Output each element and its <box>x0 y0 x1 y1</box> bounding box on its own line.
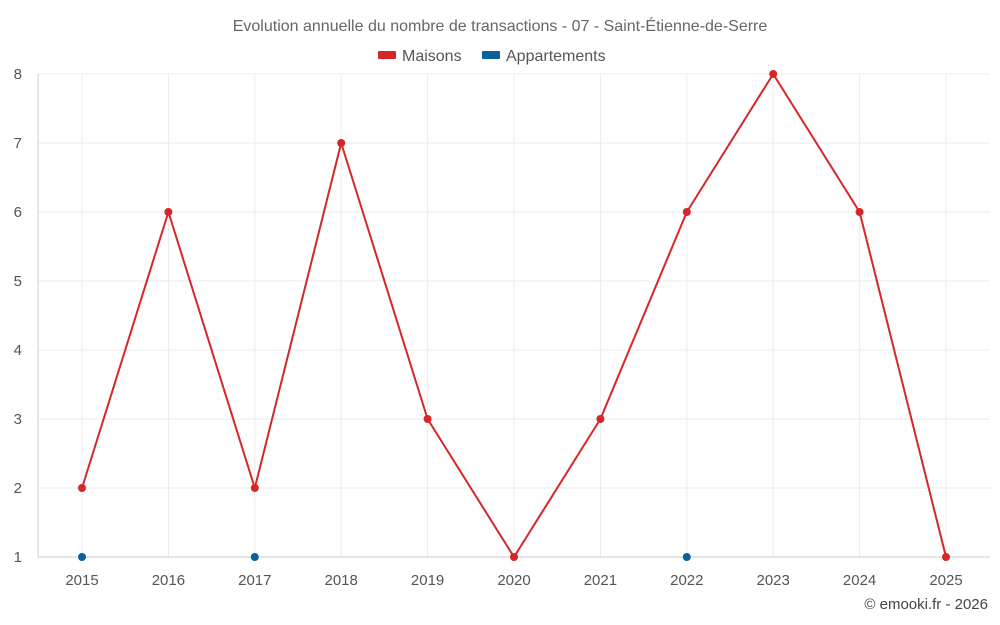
y-tick-label: 1 <box>14 549 22 566</box>
series-appartements <box>78 553 691 561</box>
x-tick-label: 2015 <box>65 572 98 589</box>
y-tick-label: 8 <box>14 66 22 83</box>
chart-title: Evolution annuelle du nombre de transact… <box>233 16 768 35</box>
x-tick-label: 2019 <box>411 572 444 589</box>
x-axis-ticks: 2015 2016 2017 2018 2019 2020 2021 2022 2023 2024… <box>65 572 962 589</box>
x-tick-label: 2022 <box>670 572 703 589</box>
data-point[interactable] <box>510 553 518 561</box>
x-tick-label: 2024 <box>843 572 876 589</box>
x-tick-label: 2018 <box>325 572 358 589</box>
series-maisons <box>78 70 950 561</box>
data-point[interactable] <box>769 70 778 78</box>
x-tick-label: 2021 <box>584 572 617 589</box>
data-point[interactable] <box>250 553 259 561</box>
y-tick-label: 5 <box>14 273 22 290</box>
data-point[interactable] <box>250 484 259 492</box>
x-tick-label: 2017 <box>238 572 271 589</box>
legend-swatch-appartements <box>482 51 500 59</box>
grid <box>38 73 990 558</box>
y-tick-label: 2 <box>14 480 22 497</box>
series-layer <box>78 70 950 561</box>
y-tick-label: 3 <box>14 411 22 428</box>
data-point[interactable] <box>337 139 346 147</box>
legend-label-maisons[interactable]: Maisons <box>402 48 462 65</box>
data-point[interactable] <box>164 208 173 216</box>
data-point[interactable] <box>855 208 864 216</box>
x-tick-label: 2025 <box>929 572 962 589</box>
credit-text: © emooki.fr - 2026 <box>864 596 988 613</box>
legend-swatch-maisons <box>378 51 396 59</box>
x-tick-label: 2020 <box>497 572 530 589</box>
legend-label-appartements[interactable]: Appartements <box>506 48 606 65</box>
data-point[interactable] <box>78 484 86 492</box>
y-tick-label: 4 <box>14 342 22 359</box>
y-tick-label: 7 <box>14 135 22 152</box>
data-point[interactable] <box>682 553 691 561</box>
data-point[interactable] <box>423 415 432 423</box>
data-point[interactable] <box>596 415 605 423</box>
data-point[interactable] <box>942 553 950 561</box>
data-point[interactable] <box>682 208 691 216</box>
data-point[interactable] <box>78 553 86 561</box>
y-tick-label: 6 <box>14 204 22 221</box>
x-tick-label: 2016 <box>152 572 185 589</box>
legend: Maisons Appartements <box>378 48 606 65</box>
y-axis-ticks: 1 2 3 4 5 6 7 8 <box>14 66 22 566</box>
x-tick-label: 2023 <box>757 572 790 589</box>
